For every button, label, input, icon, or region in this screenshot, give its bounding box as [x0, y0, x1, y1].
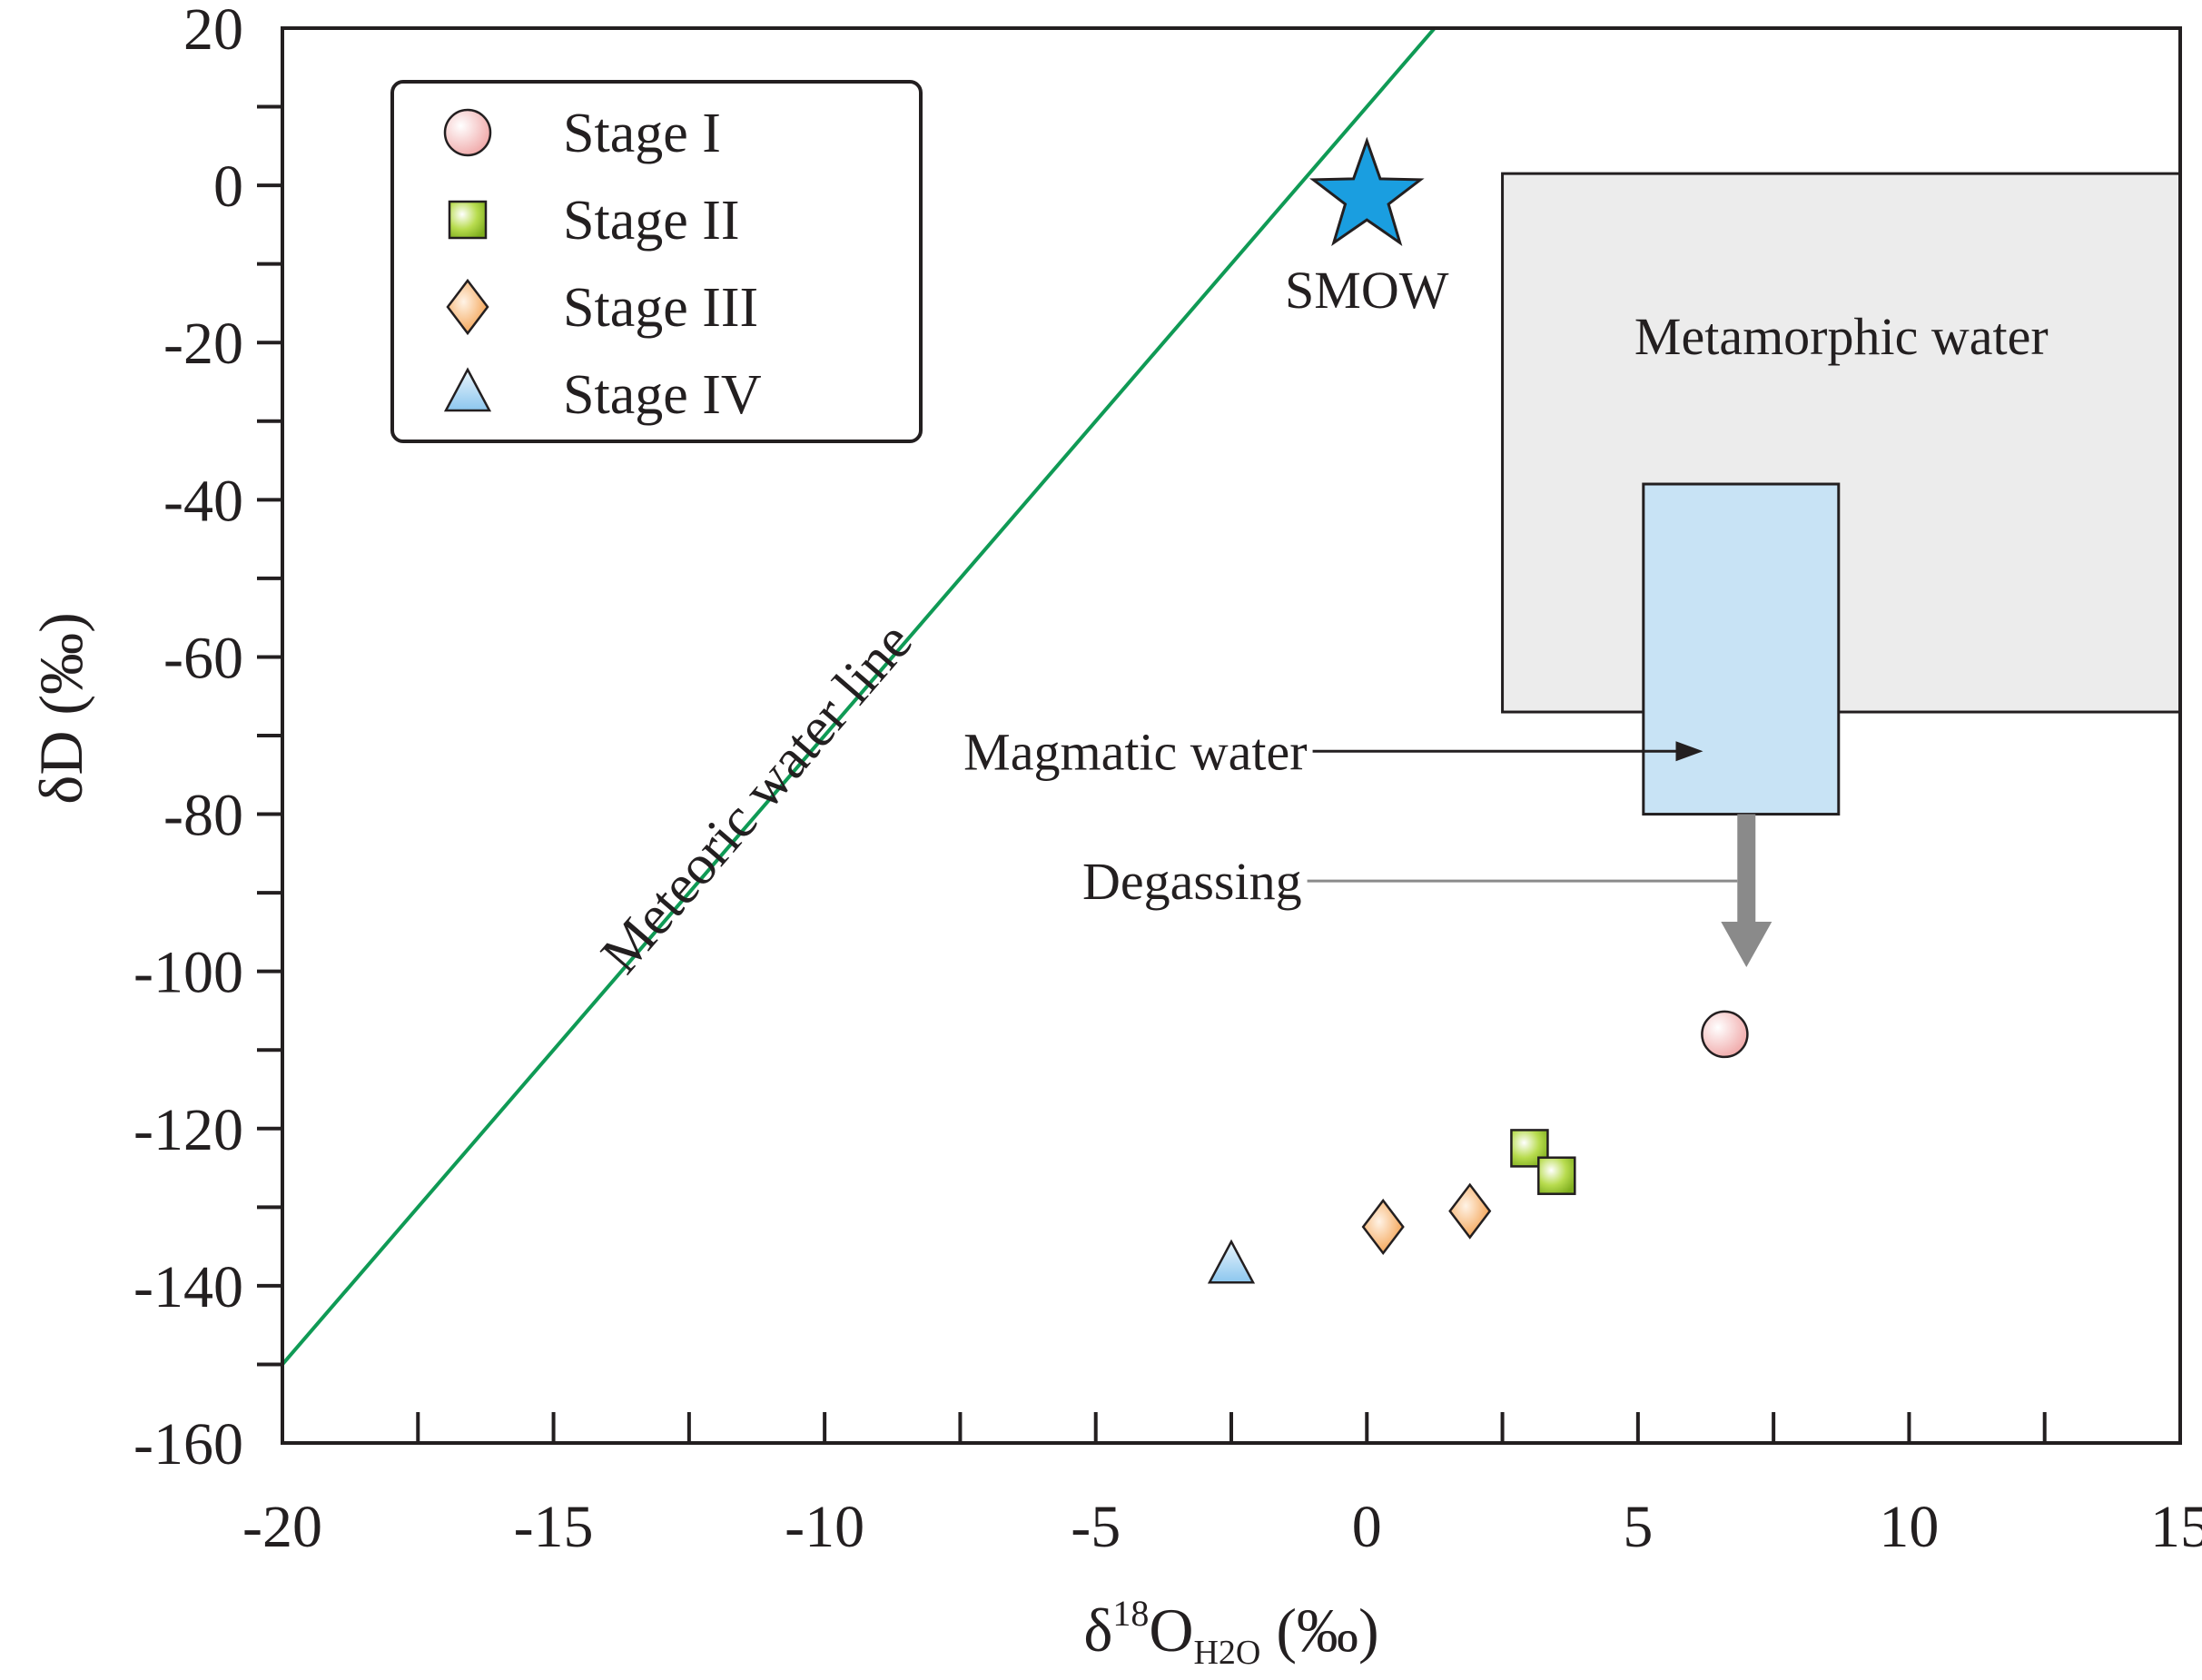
x-tick-label: 5	[1623, 1494, 1653, 1560]
x-tick-label: 10	[1879, 1494, 1939, 1560]
magmatic-water-region	[1642, 482, 1841, 816]
y-tick-label: -60	[163, 625, 243, 691]
y-tick-label: 20	[183, 0, 243, 63]
x-tick-label: -5	[1071, 1494, 1121, 1560]
x-tick-label: -10	[785, 1494, 864, 1560]
regions	[1501, 172, 2182, 816]
x-axis-label-subscript: H2O	[1193, 1634, 1260, 1672]
x-axis-label-delta: δ	[1083, 1596, 1112, 1665]
data-point-stage-2-2	[1537, 1156, 1576, 1195]
legend-marker-stage-1	[443, 108, 492, 157]
y-tick-label: -20	[163, 311, 243, 377]
magmatic-water-label: Magmatic water	[963, 722, 1307, 781]
x-tick-label: 15	[2150, 1494, 2202, 1560]
legend: Stage I Stage II Stage III Stage IV	[390, 80, 923, 443]
y-tick-label: -80	[163, 783, 243, 849]
x-tick-label: -15	[514, 1494, 594, 1560]
axis-ticks	[257, 104, 2047, 1443]
legend-marker-stage-2	[448, 200, 488, 240]
smow-label: SMOW	[1285, 261, 1449, 320]
meteoric-water-line	[282, 28, 1437, 1366]
legend-marker-stage-4	[443, 367, 492, 412]
y-tick-label: -160	[133, 1411, 243, 1477]
degassing-arrow	[1721, 814, 1772, 968]
x-axis-label-superscript: 18	[1112, 1593, 1149, 1634]
data-points	[1207, 1010, 1749, 1284]
x-axis-label-letter: O	[1149, 1596, 1193, 1665]
axis-tick-labels: -20 -15 -10 -5 0 5 10 15 20 0 -20 -40 -60 -80 -100 -120…	[133, 0, 2202, 1560]
x-axis-label-unit: (‰)	[1260, 1596, 1378, 1665]
degassing-label: Degassing	[1082, 852, 1302, 911]
legend-label-stage-3: Stage III	[563, 277, 758, 339]
x-axis-label: δ18OH2O (‰)	[1083, 1593, 1378, 1672]
meteoric-water-line-label: Meteoric water line	[589, 611, 924, 985]
x-tick-label: -20	[242, 1494, 322, 1560]
x-tick-label: 0	[1352, 1494, 1382, 1560]
legend-marker-stage-3	[446, 278, 489, 336]
data-point-stage-3-1	[1361, 1198, 1405, 1256]
legend-label-stage-1: Stage I	[563, 103, 721, 164]
metamorphic-water-label: Metamorphic water	[1634, 307, 2049, 366]
legend-box	[390, 80, 923, 443]
magmatic-water-pointer-arrow	[1312, 741, 1703, 762]
data-point-stage-1-1	[1701, 1010, 1749, 1059]
y-axis-label: δD (‰)	[26, 612, 95, 804]
y-tick-label: 0	[213, 153, 243, 220]
y-tick-label: -40	[163, 468, 243, 534]
y-tick-label: -120	[133, 1097, 243, 1163]
smow-star-marker	[1308, 136, 1425, 246]
legend-label-stage-4: Stage IV	[563, 364, 762, 426]
data-point-stage-4-1	[1207, 1239, 1256, 1284]
data-point-stage-3-2	[1448, 1182, 1492, 1240]
y-tick-label: -100	[133, 940, 243, 1006]
legend-label-stage-2: Stage II	[563, 190, 740, 252]
metamorphic-water-region	[1501, 172, 2182, 714]
y-tick-label: -140	[133, 1254, 243, 1320]
